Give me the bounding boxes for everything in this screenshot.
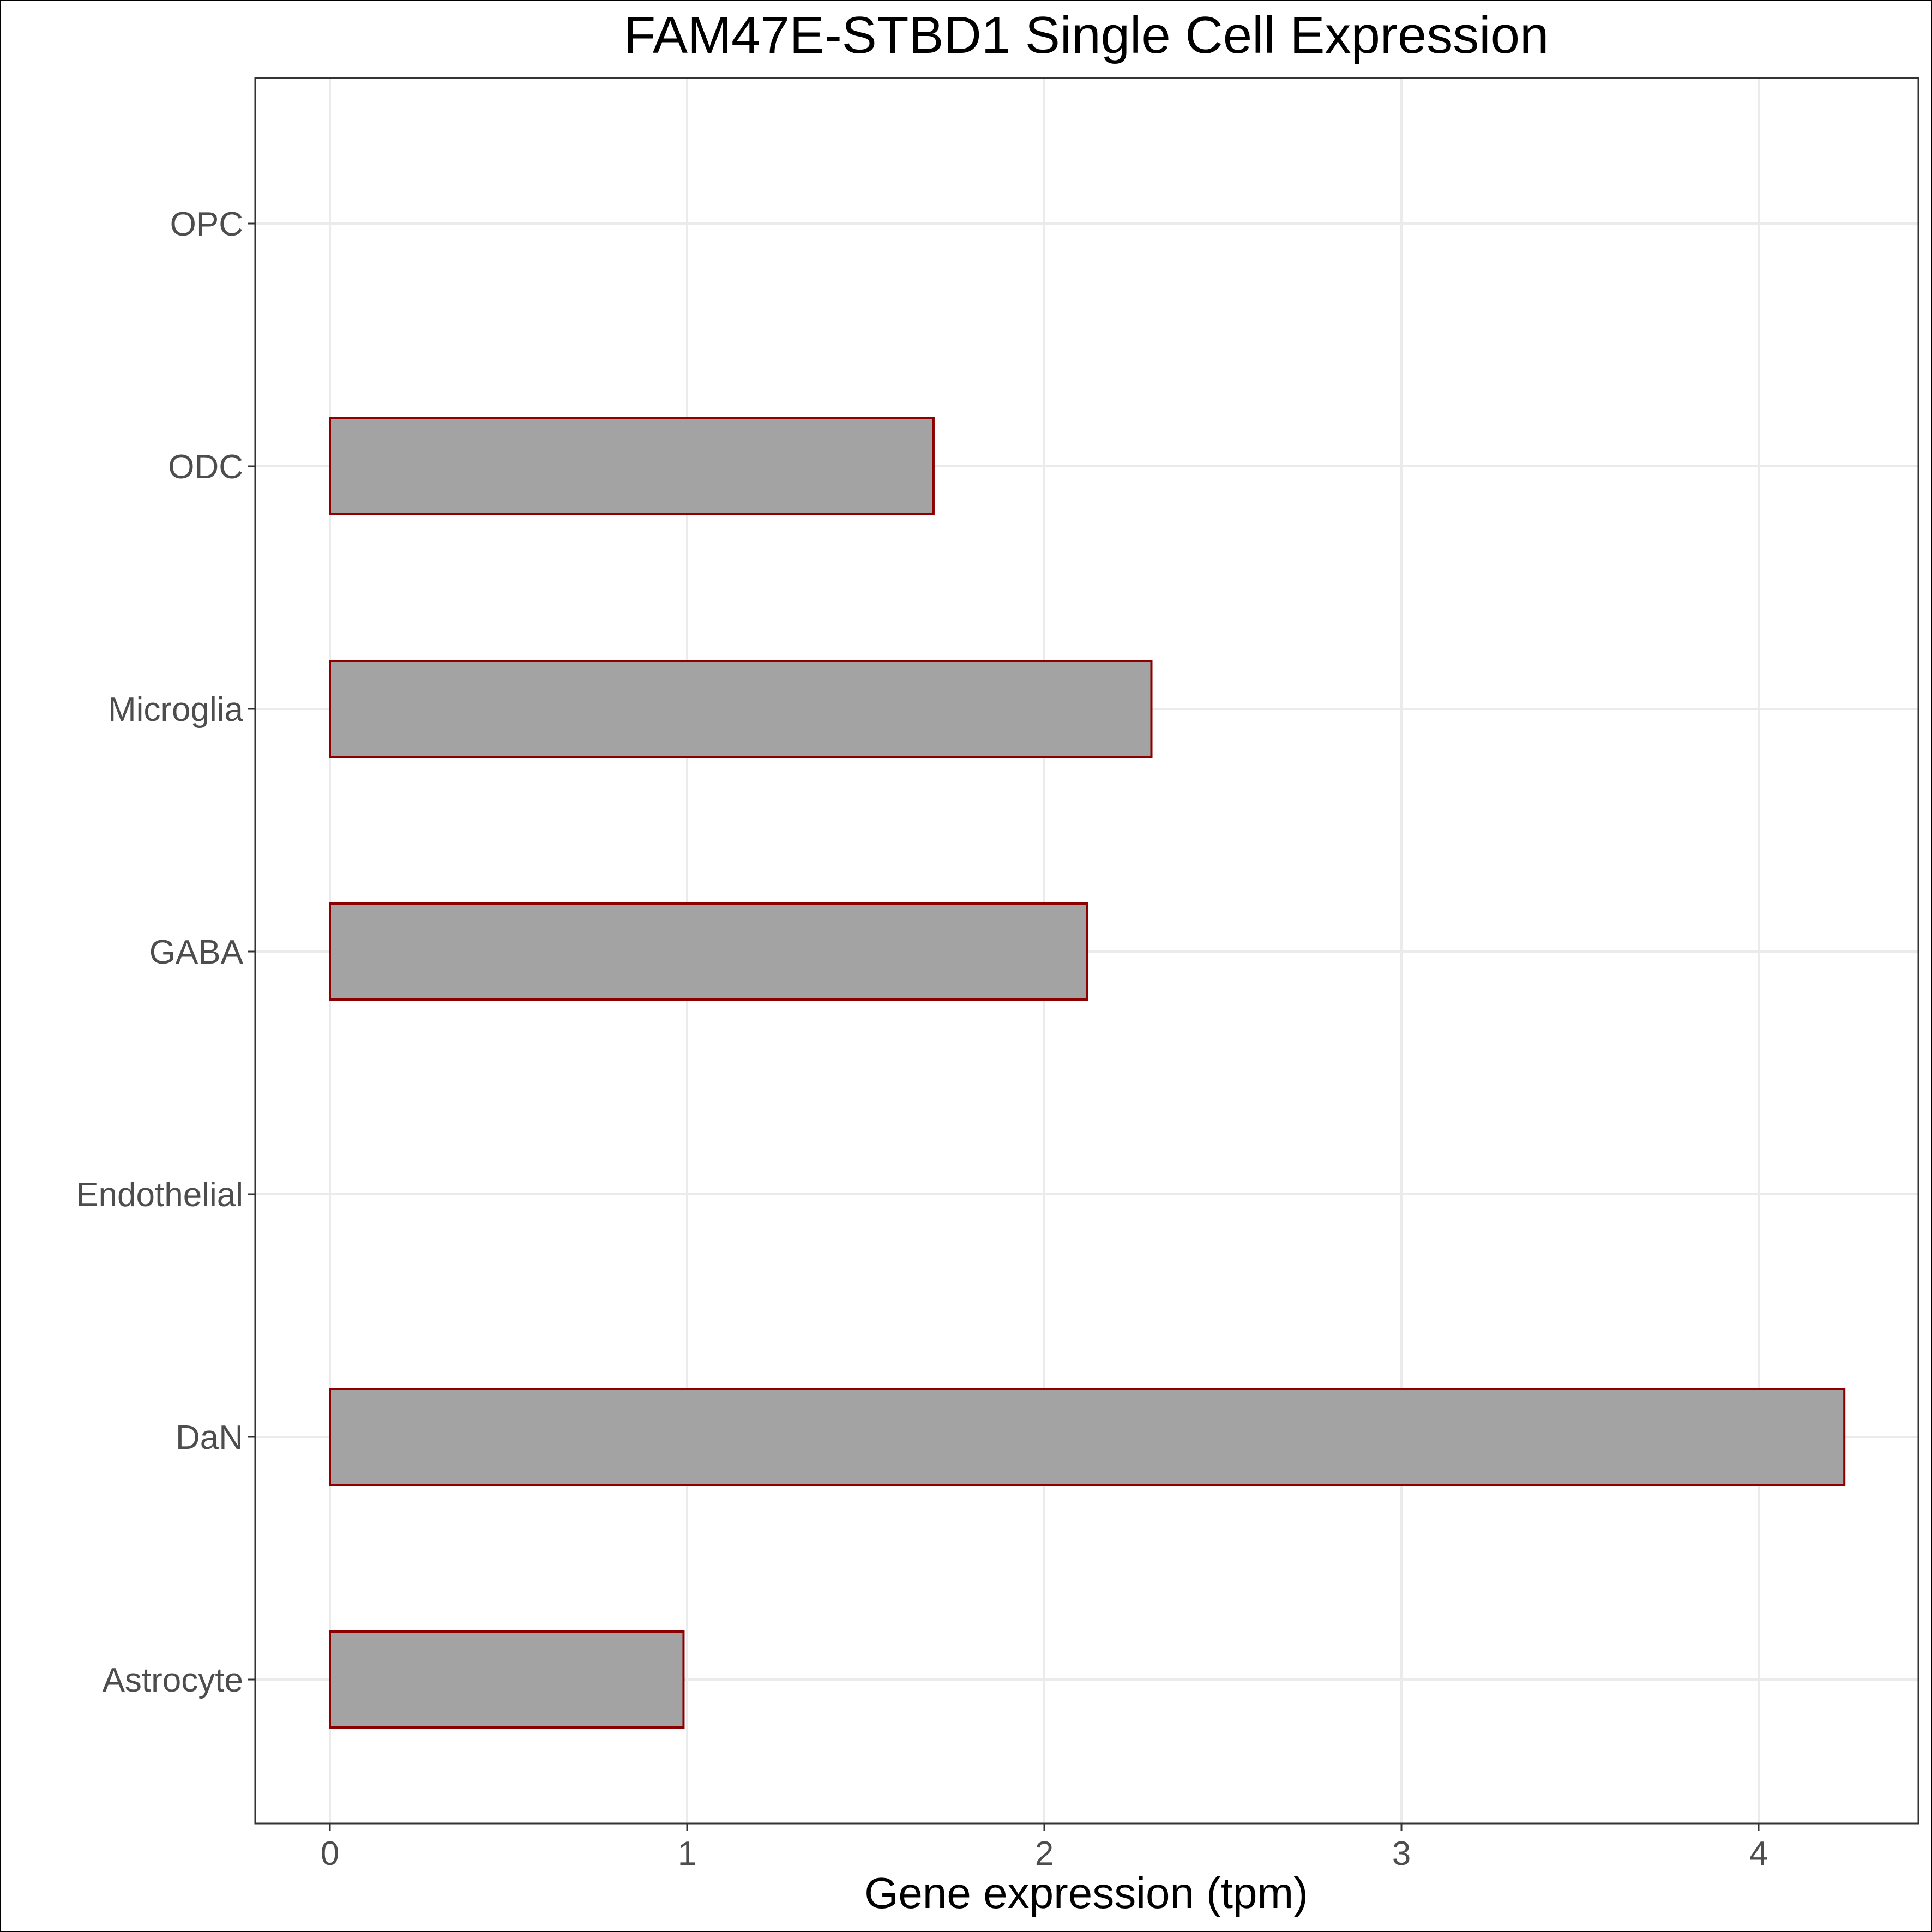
bar-astrocyte <box>329 1630 685 1729</box>
bar-dan <box>329 1388 1846 1486</box>
y-tick-label-gaba: GABA <box>149 934 244 971</box>
x-tick-label-3: 3 <box>1392 1835 1411 1873</box>
y-tick-label-odc: ODC <box>168 448 243 486</box>
y-tick-label-opc: OPC <box>170 206 243 243</box>
chart-title: FAM47E-STBD1 Single Cell Expression <box>624 6 1549 64</box>
y-tick-label-endothelial: Endothelial <box>76 1176 243 1214</box>
x-tick-label-1: 1 <box>678 1835 696 1873</box>
x-tick-label-4: 4 <box>1749 1835 1768 1873</box>
x-axis-title: Gene expression (tpm) <box>864 1869 1308 1917</box>
bar-odc <box>329 417 935 515</box>
y-tick-label-dan: DaN <box>176 1419 243 1456</box>
y-tick-label-astrocyte: Astrocyte <box>103 1662 243 1699</box>
axis-ticks: 0 1 2 3 4 Astrocyte DaN Endothelial GABA Microgli… <box>76 206 1768 1873</box>
bars <box>329 417 1846 1729</box>
x-tick-label-0: 0 <box>321 1835 339 1873</box>
y-tick-label-microglia: Microglia <box>108 691 244 729</box>
bar-gaba <box>329 902 1088 1001</box>
x-tick-label-2: 2 <box>1035 1835 1054 1873</box>
bar-microglia <box>329 660 1153 758</box>
